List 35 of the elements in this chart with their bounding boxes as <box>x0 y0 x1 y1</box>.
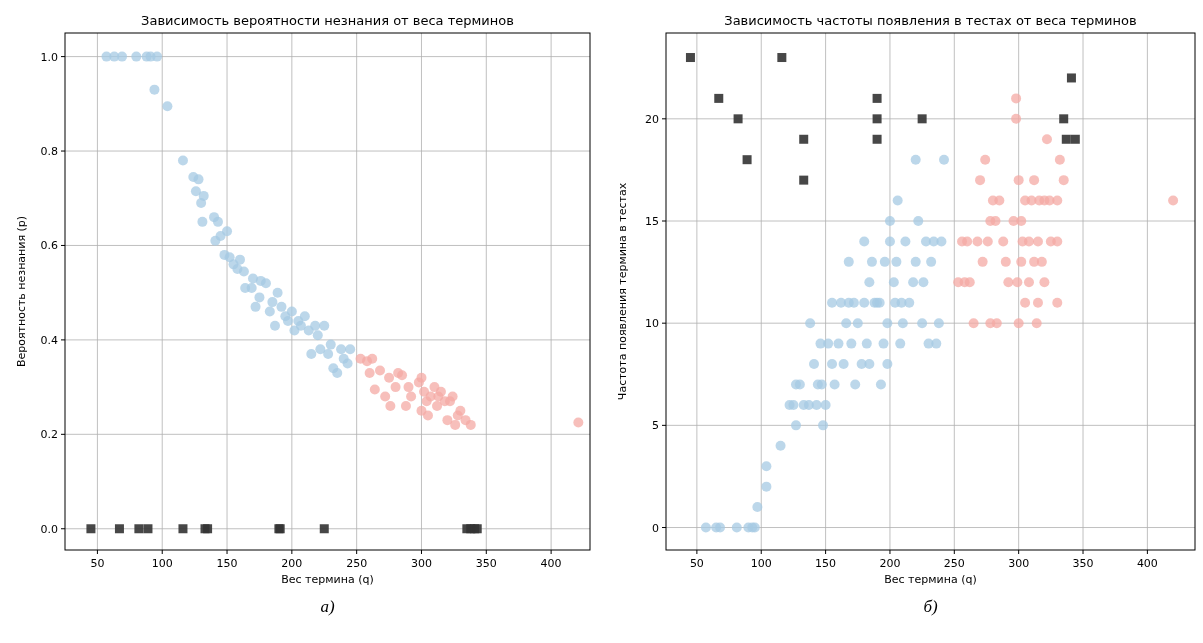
y-tick-label: 0.6 <box>40 239 58 253</box>
y-tick-label: 0 <box>652 521 659 535</box>
y-axis-title: Частота появления термина в тестах <box>616 182 629 401</box>
x-tick-label: 350 <box>475 557 497 570</box>
chart-title: Зависимость частоты появления в тестах от веса терминов <box>724 13 1137 28</box>
y-tick-label: 15 <box>645 215 659 228</box>
x-tick-label: 150 <box>216 557 238 570</box>
y-tick-label: 0.2 <box>40 428 58 442</box>
y-axis-title: Вероятность незнания (p) <box>15 215 28 368</box>
x-tick-label: 400 <box>1136 557 1158 570</box>
x-tick-label: 300 <box>1008 557 1030 570</box>
x-tick-label: 50 <box>90 557 105 570</box>
text: а) <box>320 597 335 616</box>
x-tick-label: 200 <box>281 557 303 570</box>
y-tick-label: 10 <box>645 317 659 331</box>
x-tick-label: 400 <box>540 557 562 570</box>
y-tick-label: 1.0 <box>40 50 58 64</box>
x-tick-label: 100 <box>151 557 173 570</box>
x-tick-label: 350 <box>1072 557 1094 570</box>
x-axis-title: Вес термина (q) <box>281 573 374 586</box>
y-tick-label: 0.0 <box>40 522 58 536</box>
y-tick-label: 20 <box>645 112 659 126</box>
y-tick-label: 5 <box>652 419 659 433</box>
x-tick-label: 300 <box>410 557 432 570</box>
x-axis-title: Вес термина (q) <box>884 573 977 586</box>
chart-title: Зависимость вероятности незнания от веса терминов <box>141 13 514 28</box>
x-tick-label: 150 <box>815 557 837 570</box>
x-tick-label: 50 <box>689 557 704 570</box>
x-tick-label: 100 <box>750 557 772 570</box>
x-tick-label: 250 <box>943 557 965 570</box>
x-tick-label: 250 <box>346 557 368 570</box>
y-tick-label: 0.4 <box>40 333 58 347</box>
text: б) <box>923 597 938 616</box>
y-tick-label: 0.8 <box>40 145 58 159</box>
x-tick-label: 200 <box>879 557 901 570</box>
